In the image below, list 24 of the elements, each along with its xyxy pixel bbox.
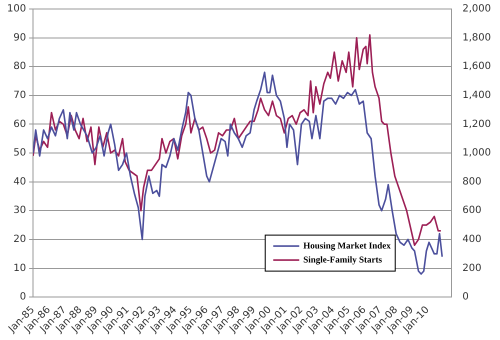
y-tick-label: 80: [13, 61, 26, 72]
y-tick-label: 0: [20, 292, 26, 303]
legend-label: Single-Family Starts: [303, 254, 382, 264]
y2-tick-label: 0: [462, 292, 469, 303]
y2-tick-label: 1,000: [462, 148, 492, 159]
y-tick-label: 30: [13, 205, 26, 216]
y2-tick-label: 400: [462, 234, 482, 246]
y-tick-label: 40: [13, 176, 26, 188]
y-tick-label: 60: [13, 118, 26, 130]
y-tick-label: 50: [13, 148, 26, 159]
y-tick-label: 70: [13, 90, 26, 102]
y-tick-label: 90: [13, 32, 26, 44]
y2-tick-label: 1,600: [462, 61, 492, 72]
y2-tick-label: 200: [462, 262, 482, 274]
y2-tick-label: 600: [462, 205, 482, 216]
y2-tick-label: 1,400: [462, 90, 492, 102]
y2-tick-label: 800: [462, 176, 482, 188]
y2-tick-label: 1,200: [462, 118, 492, 130]
y-tick-label: 10: [13, 262, 26, 274]
legend-label: Housing Market Index: [303, 240, 392, 250]
y2-tick-label: 1,800: [462, 32, 492, 44]
y-tick-label: 100: [6, 4, 26, 15]
y-tick-label: 20: [13, 234, 26, 246]
y2-tick-label: 2,000: [462, 4, 492, 15]
